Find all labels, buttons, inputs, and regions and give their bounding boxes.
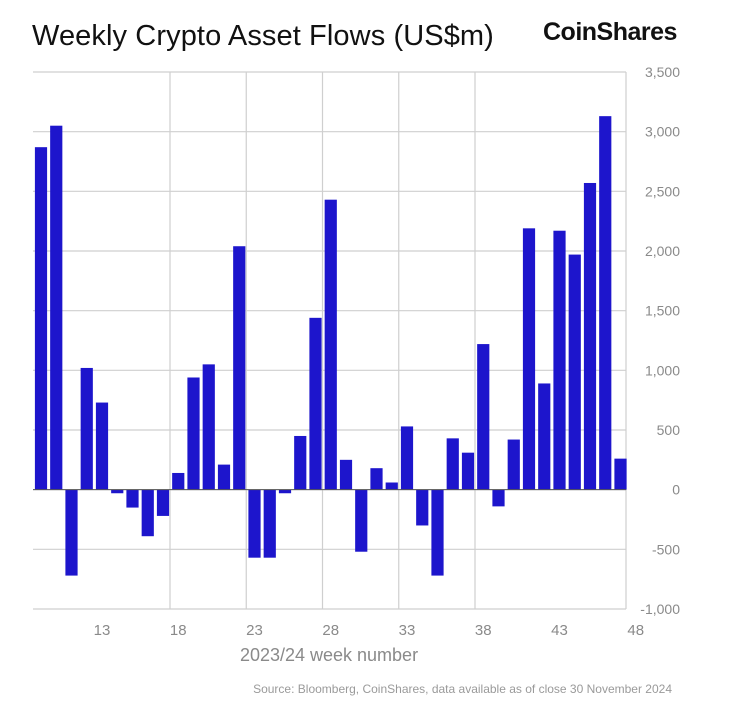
bar-week-16 (141, 489, 154, 537)
x-axis-label: 2023/24 week number (240, 645, 418, 665)
bar-week-9 (34, 147, 48, 490)
y-tick-label: 3,000 (645, 124, 680, 140)
y-tick-label: 1,000 (645, 362, 680, 378)
y-tick-label: 1,500 (645, 303, 680, 319)
bar-week-36 (446, 438, 459, 490)
bar-week-40 (507, 439, 520, 490)
y-tick-label: -500 (652, 541, 680, 557)
bar-week-41 (522, 228, 536, 490)
bar-week-35 (431, 489, 444, 576)
y-tick-label: -1,000 (640, 601, 680, 617)
bar-week-28 (324, 199, 337, 490)
bar-week-43 (553, 230, 566, 490)
chart-title: Weekly Crypto Asset Flows (US$m) (32, 20, 494, 52)
bar-week-39 (492, 489, 505, 507)
bar-week-44 (568, 254, 581, 490)
bar-week-18 (172, 472, 185, 490)
x-tick-label: 18 (170, 622, 187, 639)
bar-week-13 (95, 402, 109, 490)
bar-week-21 (217, 464, 231, 490)
bar-week-24 (263, 489, 276, 558)
y-tick-label: 500 (657, 422, 681, 438)
bar-week-26 (294, 435, 307, 490)
x-tick-label: 38 (475, 622, 492, 639)
x-tick-label: 13 (94, 622, 111, 639)
bar-week-25 (278, 489, 292, 494)
bar-week-20 (202, 364, 215, 490)
bar-week-23 (248, 489, 261, 558)
y-tick-label: 3,500 (645, 64, 680, 80)
bar-week-34 (416, 489, 429, 526)
bar-week-32 (385, 482, 398, 490)
y-tick-label: 2,000 (645, 243, 680, 259)
x-tick-label: 33 (399, 622, 416, 639)
bar-week-12 (80, 367, 93, 490)
bar-week-29 (339, 459, 353, 490)
bar-week-45 (583, 182, 597, 490)
x-tick-label: 28 (322, 622, 339, 639)
bar-week-11 (65, 489, 78, 576)
bar-week-33 (400, 426, 414, 490)
x-tick-label: 48 (627, 622, 644, 639)
bar-week-27 (309, 317, 322, 490)
bar-week-15 (126, 489, 139, 508)
bar-week-14 (111, 489, 124, 494)
y-tick-label: 2,500 (645, 183, 680, 199)
bar-week-31 (370, 468, 383, 490)
source-note: Source: Bloomberg, CoinShares, data avai… (253, 682, 672, 696)
bar-week-37 (461, 452, 475, 490)
bar-week-47 (614, 458, 627, 490)
bar-week-30 (355, 489, 368, 552)
bar-week-17 (156, 489, 170, 516)
bar-week-10 (50, 125, 63, 490)
bar-week-46 (599, 116, 612, 490)
x-tick-label: 23 (246, 622, 263, 639)
bar-week-19 (187, 377, 200, 490)
coinshares-logo: CoinShares (543, 18, 677, 46)
bar-week-38 (477, 344, 490, 490)
y-tick-label: 0 (672, 482, 680, 498)
bar-week-42 (538, 383, 551, 490)
bar-week-22 (233, 246, 246, 490)
x-tick-label: 43 (551, 622, 568, 639)
